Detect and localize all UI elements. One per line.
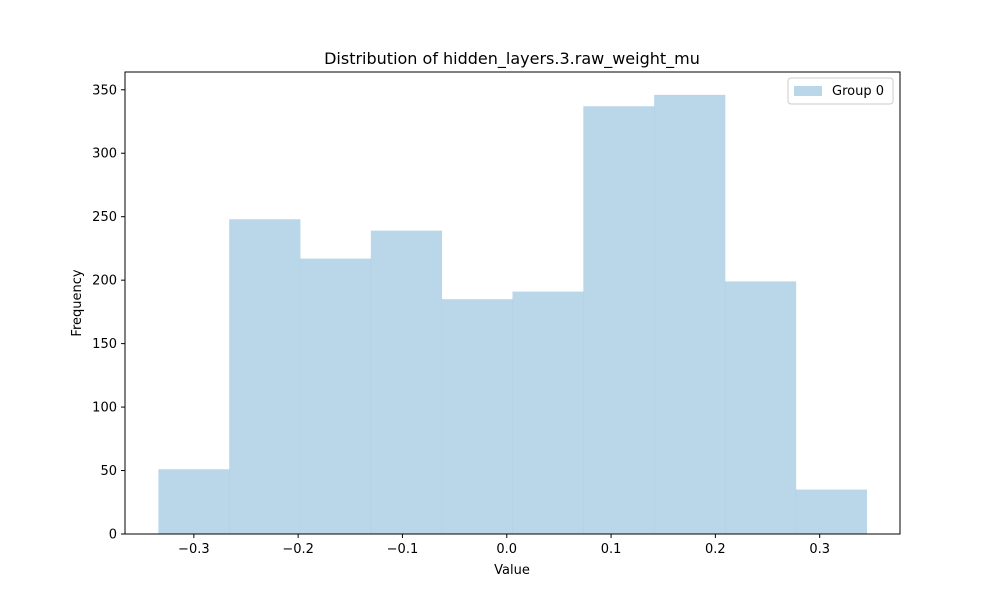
histogram-bar xyxy=(512,291,584,534)
x-tick-label: −0.2 xyxy=(282,542,314,557)
y-tick-label: 250 xyxy=(92,210,117,225)
histogram-bar xyxy=(441,299,513,534)
x-tick-label: −0.1 xyxy=(387,542,419,557)
x-axis-label: Value xyxy=(494,563,530,578)
chart-title: Distribution of hidden_layers.3.raw_weig… xyxy=(324,49,700,69)
histogram-bar xyxy=(654,94,726,534)
y-tick-label: 100 xyxy=(92,401,117,416)
y-axis: 0 50 100 150 200 250 300 350 xyxy=(92,83,125,543)
histogram-bar xyxy=(370,230,443,534)
x-axis: −0.3 −0.2 −0.1 0.0 0.1 0.2 0.3 xyxy=(178,534,830,557)
histogram-bar xyxy=(229,219,301,535)
x-tick-label: 0.0 xyxy=(496,542,517,557)
y-tick-label: 350 xyxy=(92,83,117,98)
histogram-bar xyxy=(300,258,372,534)
histogram-bar xyxy=(583,106,655,535)
bars-group xyxy=(158,94,868,535)
y-axis-label: Frequency xyxy=(70,269,85,336)
x-tick-label: 0.3 xyxy=(809,542,830,557)
legend: Group 0 xyxy=(787,77,894,105)
histogram-bar xyxy=(724,281,797,534)
x-tick-label: −0.3 xyxy=(178,542,210,557)
x-tick-label: 0.1 xyxy=(601,542,622,557)
plot-frame xyxy=(124,71,901,535)
y-tick-label: 50 xyxy=(100,464,117,479)
x-tick-label: 0.2 xyxy=(705,542,726,557)
y-tick-label: 200 xyxy=(92,274,117,289)
legend-swatch xyxy=(794,86,822,96)
histogram-bar xyxy=(158,469,230,534)
legend-label: Group 0 xyxy=(832,84,884,99)
y-tick-label: 0 xyxy=(109,528,117,543)
y-tick-label: 150 xyxy=(92,337,117,352)
legend-frame xyxy=(787,77,894,105)
y-tick-label: 300 xyxy=(92,147,117,162)
histogram-bar xyxy=(795,489,868,534)
